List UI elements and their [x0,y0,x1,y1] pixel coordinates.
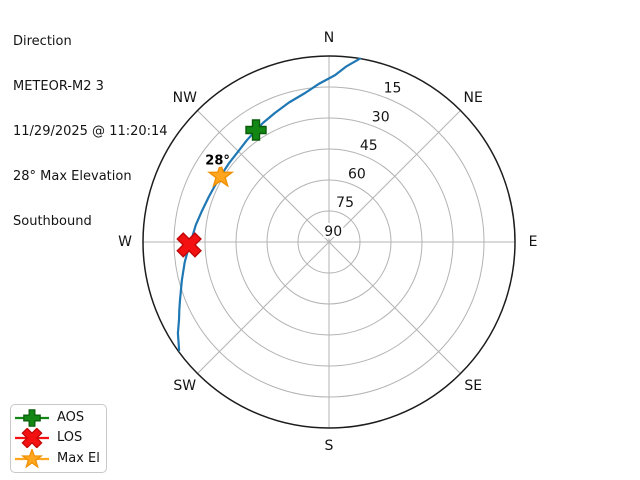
elevation-tick-label-90: 90 [324,224,342,240]
legend-label-aos: AOS [57,410,85,426]
max-el-marker-icon [14,448,50,469]
compass-label-s: S [325,438,334,454]
compass-label-ne: NE [464,90,483,106]
compass-label-n: N [324,30,334,46]
title-line-max-elevation: 28° Max Elevation [13,169,132,184]
horizon-circle [142,55,516,429]
azimuth-spoke-se [328,241,461,374]
aos-marker-icon [14,408,50,428]
legend-label-max-el: Max El [57,450,100,466]
azimuth-spoke-sw [197,241,330,374]
title-line-heading: Southbound [13,214,92,229]
aos-marker [245,119,267,141]
compass-label-e: E [529,234,538,250]
max-elevation-annotation: 28° [205,154,230,169]
los-marker [176,232,202,258]
elevation-tick-label-15: 15 [384,81,402,97]
compass-label-nw: NW [173,90,197,106]
elevation-tick-label-75: 75 [336,195,354,211]
compass-label-w: W [118,234,132,250]
title-line-direction: Direction [13,34,72,49]
azimuth-spoke-nw [197,110,330,243]
legend-item-los: LOS [14,428,103,449]
legend-item-max-el: Max El [14,448,103,469]
elevation-tick-label-30: 30 [372,109,390,125]
title-line-satellite: METEOR-M2 3 [13,79,104,94]
elevation-tick-label-60: 60 [348,167,366,183]
azimuth-spoke-ne [328,110,461,243]
compass-label-se: SE [464,378,482,394]
compass-label-sw: SW [173,378,196,394]
los-marker-icon [14,428,50,449]
chart-legend: AOS LOS Max El [10,404,107,473]
legend-label-los: LOS [57,430,83,446]
satellite-track [176,57,362,352]
max-el-marker [207,161,235,188]
legend-item-aos: AOS [14,408,103,428]
chart-title-block: Direction METEOR-M2 3 11/29/2025 @ 11:20… [13,4,168,259]
elevation-tick-label-45: 45 [360,138,378,154]
title-line-datetime: 11/29/2025 @ 11:20:14 [13,124,168,139]
